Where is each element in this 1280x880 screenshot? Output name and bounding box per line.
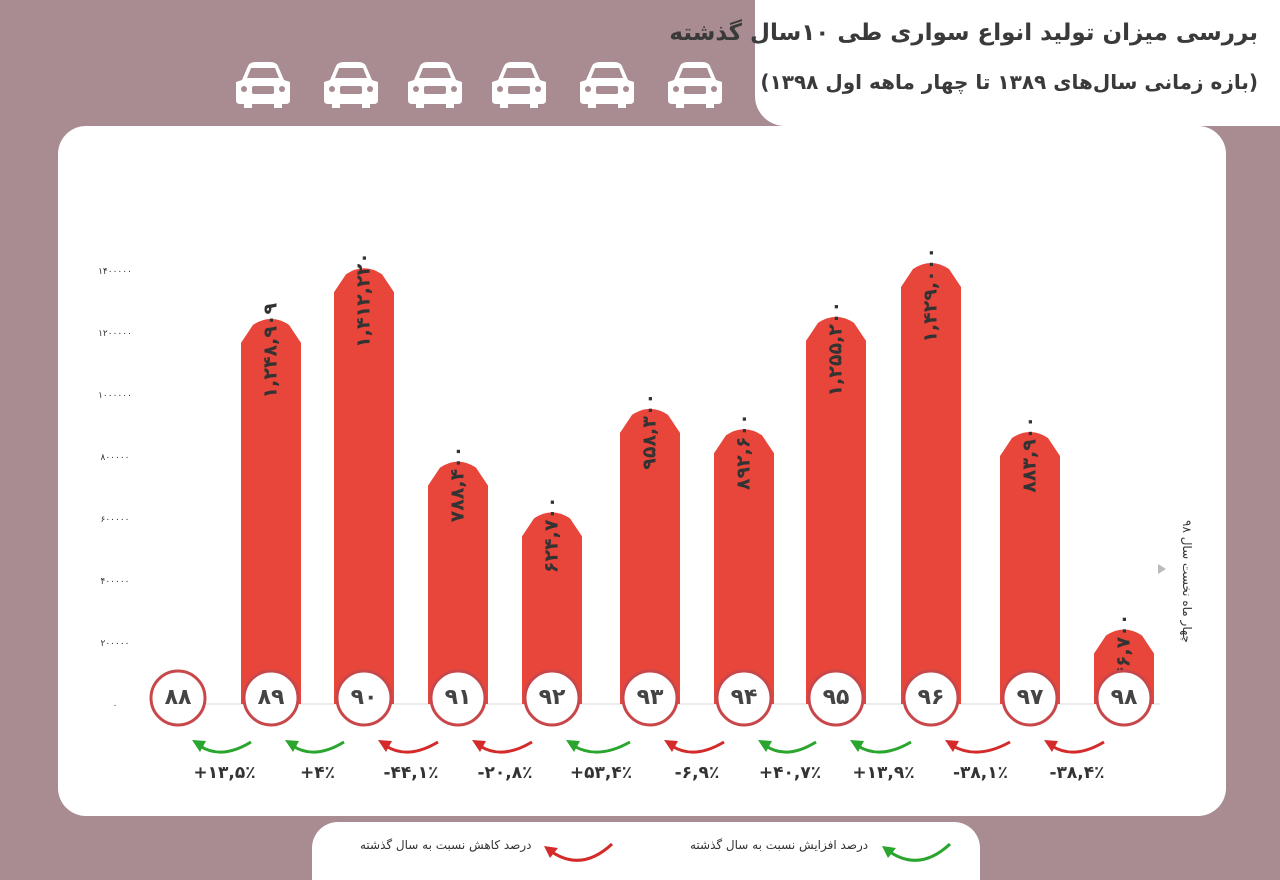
year-circle xyxy=(621,669,679,727)
year-circle xyxy=(149,669,207,727)
year-label: ۹۰ xyxy=(351,685,378,710)
year-label: ۹۸ xyxy=(1111,685,1138,710)
bar xyxy=(714,429,774,704)
car-front-icon xyxy=(320,58,382,114)
year-label: ۹۵ xyxy=(823,685,850,710)
partial-year-note: چهار ماه نخست سال ۹۸ xyxy=(1180,520,1194,643)
decrease-arrowhead-icon xyxy=(664,740,678,752)
year-circle xyxy=(429,669,487,727)
value-label: ۱,۲۴۸,۹۰۹ xyxy=(260,302,282,398)
decrease-arrowhead-icon xyxy=(1044,740,1058,752)
decrease-arrowhead-icon xyxy=(945,740,959,752)
legend-increase-label: درصد افزایش نسبت به سال گذشته xyxy=(690,838,869,852)
increase-arrowhead-icon xyxy=(285,740,299,752)
year-circle xyxy=(902,669,960,727)
year-circle xyxy=(715,669,773,727)
year-circle xyxy=(242,669,300,727)
y-tick-label: ۸۰۰۰۰۰ xyxy=(100,453,129,463)
increase-arrow-icon xyxy=(573,740,631,754)
change-label: -۳۸,۱٪ xyxy=(953,763,1008,783)
title-box: بررسی میزان تولید انواع سواری طی ۱۰سال گ… xyxy=(669,0,1280,126)
y-tick-label: ۴۰۰۰۰۰ xyxy=(100,577,129,587)
year-label: ۹۶ xyxy=(918,685,945,710)
value-label: ۶۲۴,۷۰۰ xyxy=(541,496,563,573)
y-tick-label: ۱۴۰۰۰۰۰ xyxy=(98,267,132,277)
value-label: ۱,۴۲۹,۰۰۰ xyxy=(920,247,942,343)
increase-arrow-icon xyxy=(199,740,252,754)
decrease-arrowhead-icon xyxy=(472,740,486,752)
year-circle xyxy=(807,669,865,727)
bar xyxy=(1000,431,1060,704)
change-label: -۳۸,۴٪ xyxy=(1049,763,1104,783)
change-label: +۱۳,۵٪ xyxy=(193,763,255,783)
change-label: +۵۳,۴٪ xyxy=(570,763,632,783)
year-circle xyxy=(523,669,581,727)
increase-arrow-icon xyxy=(857,740,912,754)
decrease-arrow-icon xyxy=(952,740,1011,754)
year-label: ۹۴ xyxy=(731,685,758,710)
value-label: ۸۸۳,۹۰۰ xyxy=(1019,416,1041,493)
change-label: -۴۴,۱٪ xyxy=(383,763,438,783)
value-label: ۱,۴۱۲,۲۲۰ xyxy=(353,252,375,348)
value-label: ۹۵۸,۳۰۰ xyxy=(639,393,661,470)
y-tick-label: ۱۲۰۰۰۰۰ xyxy=(98,329,132,339)
y-tick-label: ۰ xyxy=(113,701,118,711)
year-label: ۸۸ xyxy=(165,685,192,710)
bar xyxy=(241,318,301,704)
value-label: ۱,۲۵۵,۲۰۰ xyxy=(825,301,847,397)
change-label: +۱۳,۹٪ xyxy=(852,763,914,783)
bar xyxy=(428,461,488,704)
change-label: +۴٪ xyxy=(300,763,335,783)
decrease-arrow-icon xyxy=(1051,740,1105,754)
year-label: ۹۱ xyxy=(445,685,472,710)
bar xyxy=(806,316,866,704)
y-tick-label: ۶۰۰۰۰۰ xyxy=(100,515,129,525)
year-label: ۹۳ xyxy=(637,685,664,710)
year-circle xyxy=(335,669,393,727)
car-front-icon xyxy=(664,58,726,114)
bar xyxy=(620,408,680,704)
legend-decrease-label: درصد کاهش نسبت به سال گذشته xyxy=(360,838,532,852)
car-front-icon xyxy=(232,58,294,114)
year-label: ۹۷ xyxy=(1017,685,1044,710)
bar xyxy=(334,268,394,704)
chart-title: بررسی میزان تولید انواع سواری طی ۱۰سال گ… xyxy=(669,20,1258,46)
decrease-arrowhead-icon xyxy=(378,740,392,752)
header-panel xyxy=(201,0,756,126)
decrease-arrowhead-icon xyxy=(544,846,558,858)
year-circle xyxy=(1095,669,1153,727)
increase-arrow-icon xyxy=(765,740,817,754)
y-tick-label: ۲۰۰۰۰۰ xyxy=(100,639,129,649)
car-front-icon xyxy=(488,58,550,114)
increase-arrowhead-icon xyxy=(192,740,206,752)
note-marker-icon xyxy=(1158,564,1166,574)
year-circle xyxy=(1001,669,1059,727)
decrease-arrow-icon xyxy=(551,842,614,862)
car-front-icon xyxy=(404,58,466,114)
decrease-arrow-icon xyxy=(671,740,725,754)
increase-arrowhead-icon xyxy=(850,740,864,752)
bar xyxy=(522,512,582,704)
value-label: ۸۹۲,۶۰۰ xyxy=(733,413,755,490)
bar xyxy=(901,263,961,704)
year-label: ۸۹ xyxy=(258,685,285,710)
change-label: -۶,۹٪ xyxy=(675,763,720,783)
decrease-arrow-icon xyxy=(385,740,439,754)
year-label: ۹۲ xyxy=(539,685,566,710)
change-label: -۲۰,۸٪ xyxy=(477,763,532,783)
y-tick-label: ۱۰۰۰۰۰۰ xyxy=(98,391,132,401)
car-front-icon xyxy=(576,58,638,114)
increase-arrow-icon xyxy=(292,740,345,754)
chart-subtitle: (بازه زمانی سال‌های ۱۳۸۹ تا چهار ماهه او… xyxy=(760,70,1258,94)
increase-arrow-icon xyxy=(889,842,952,862)
change-label: +۴۰,۷٪ xyxy=(759,763,821,783)
increase-arrowhead-icon xyxy=(566,740,580,752)
increase-arrowhead-icon xyxy=(882,846,896,858)
legend: درصد کاهش نسبت به سال گذشته درصد افزایش … xyxy=(312,822,980,880)
increase-arrowhead-icon xyxy=(758,740,772,752)
decrease-arrow-icon xyxy=(479,740,533,754)
value-label: ۷۸۸,۴۰۰ xyxy=(447,446,469,523)
